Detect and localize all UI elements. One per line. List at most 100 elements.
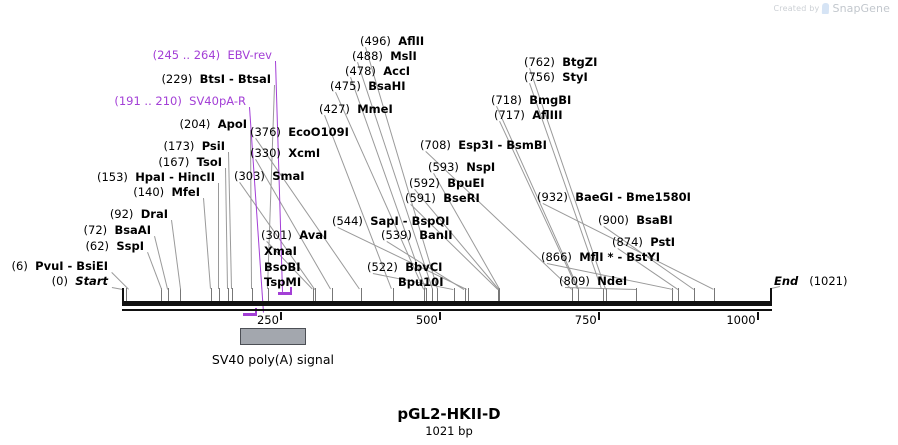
restriction-site-tick — [228, 288, 230, 301]
restriction-site-label[interactable]: (591) BseRI — [405, 192, 480, 205]
site-name: BanII — [419, 228, 453, 242]
site-position: (708) — [420, 138, 459, 152]
restriction-site-label[interactable]: (72) BsaAI — [84, 224, 151, 237]
ruler-tick-label: 1000 — [726, 313, 756, 327]
restriction-site-label[interactable]: (539) BanII — [381, 229, 453, 242]
restriction-site-label[interactable]: TspMI — [264, 276, 301, 289]
restriction-site-tick — [677, 288, 679, 301]
restriction-site-tick — [453, 288, 455, 301]
site-position: (229) — [161, 72, 200, 86]
ruler-tick-label: 250 — [256, 313, 279, 327]
restriction-site-label[interactable]: (0) Start — [52, 275, 108, 288]
backbone-end-cap — [770, 288, 772, 302]
site-name: XcmI — [288, 146, 321, 160]
site-position: (204) — [179, 117, 218, 131]
site-position: (140) — [133, 185, 172, 199]
site-position: (522) — [367, 260, 406, 274]
restriction-site-label[interactable]: (544) SapI - BspQI — [332, 215, 449, 228]
restriction-site-tick — [464, 288, 466, 301]
restriction-site-label[interactable]: (496) AflII — [360, 35, 424, 48]
restriction-site-tick — [219, 288, 221, 301]
restriction-site-label[interactable]: (756) StyI — [524, 71, 588, 84]
restriction-site-tick — [672, 288, 674, 301]
site-name: DraI — [140, 207, 168, 221]
restriction-site-label[interactable]: BsoBI — [264, 261, 301, 274]
restriction-site-label[interactable]: (593) NspI — [428, 161, 495, 174]
restriction-site-label[interactable]: XmaI — [264, 245, 297, 258]
site-position: (153) — [96, 170, 136, 184]
restriction-site-label[interactable]: Bpu10I — [398, 276, 443, 289]
restriction-site-label[interactable]: (167) TsoI — [158, 156, 222, 169]
restriction-site-tick — [161, 288, 163, 301]
restriction-site-label[interactable]: (153) HpaI - HincII — [97, 171, 215, 184]
restriction-site-tick — [267, 288, 269, 301]
feature-box-sv40-polya-signal[interactable] — [239, 328, 307, 345]
site-name: MflI * - BstYI — [579, 250, 660, 264]
site-name: PvuI - BsiEI — [35, 259, 108, 273]
restriction-site-label[interactable]: (173) PsiI — [163, 140, 225, 153]
feature-label-sv40-polya-signal: SV40 poly(A) signal — [211, 352, 334, 367]
site-name: TspMI — [264, 275, 302, 289]
site-position: (496) — [360, 34, 399, 48]
site-name: End — [774, 274, 799, 288]
restriction-site-label[interactable]: (191 .. 210) SV40pA-R — [114, 95, 246, 108]
plasmid-backbone — [122, 301, 772, 306]
restriction-site-label[interactable]: (809) NdeI — [559, 275, 627, 288]
restriction-site-label[interactable]: (204) ApoI — [179, 118, 247, 131]
restriction-site-label[interactable]: (900) BsaBI — [598, 214, 673, 227]
restriction-site-label[interactable]: (229) BtsI - BtsaI — [161, 73, 271, 86]
site-name: MfeI — [171, 185, 200, 199]
restriction-site-label[interactable]: (6) PvuI - BsiEI — [12, 260, 108, 273]
restriction-site-tick — [210, 288, 212, 301]
restriction-site-tick — [694, 288, 696, 301]
site-name: AflIII — [532, 108, 563, 122]
restriction-site-tick — [606, 288, 608, 301]
site-position: (866) — [541, 250, 580, 264]
restriction-site-label[interactable]: (718) BmgBI — [491, 94, 571, 107]
plasmid-title: pGL2-HKII-D — [397, 405, 501, 423]
restriction-site-label[interactable]: (762) BtgZI — [524, 56, 597, 69]
restriction-site-label[interactable]: (62) SspI — [85, 240, 144, 253]
site-position: (539) — [381, 228, 420, 242]
restriction-site-label[interactable]: (522) BbvCI — [367, 261, 442, 274]
restriction-site-label[interactable]: (427) MmeI — [319, 103, 393, 116]
restriction-site-label[interactable]: (92) DraI — [110, 208, 168, 221]
site-name: MmeI — [357, 102, 393, 116]
restriction-site-tick — [167, 288, 169, 301]
site-name: EBV-rev — [227, 48, 272, 62]
watermark-brand: SnapGene — [832, 2, 890, 15]
restriction-site-label[interactable]: (708) Esp3I - BsmBI — [420, 139, 547, 152]
ruler-tick-label: 500 — [415, 313, 438, 327]
ruler-tick — [279, 312, 282, 320]
restriction-site-label[interactable]: (932) BaeGI - Bme1580I — [537, 191, 691, 204]
restriction-site-label[interactable]: (303) SmaI — [234, 170, 305, 183]
plasmid-length: 1021 bp — [425, 424, 473, 438]
restriction-site-label[interactable]: (717) AflIII — [494, 109, 563, 122]
restriction-site-tick — [498, 288, 500, 301]
restriction-site-label[interactable]: (376) EcoO109I — [250, 126, 349, 139]
restriction-site-label[interactable]: (330) XcmI — [250, 147, 320, 160]
site-name: SapI - BspQI — [370, 214, 450, 228]
ruler-tick — [438, 312, 441, 320]
site-name: ApoI — [217, 117, 247, 131]
restriction-site-tick — [393, 288, 395, 301]
site-position: (376) — [250, 125, 289, 139]
site-name: EcoO109I — [288, 125, 349, 139]
restriction-site-label[interactable]: (140) MfeI — [133, 186, 200, 199]
restriction-site-label[interactable]: (478) AccI — [345, 65, 410, 78]
restriction-site-label[interactable]: (301) AvaI — [261, 229, 327, 242]
restriction-site-label[interactable]: (475) BsaHI — [330, 80, 406, 93]
site-position: (303) — [234, 169, 273, 183]
restriction-site-label[interactable]: (488) MslI — [352, 50, 417, 63]
site-position: (1021) — [798, 274, 848, 288]
restriction-site-label[interactable]: (592) BpuEI — [409, 177, 485, 190]
restriction-site-label[interactable]: (874) PstI — [612, 236, 675, 249]
site-position: (717) — [494, 108, 533, 122]
restriction-site-tick — [425, 288, 427, 301]
site-leader-line — [225, 168, 228, 290]
restriction-site-label[interactable]: End (1021) — [774, 275, 848, 288]
restriction-site-label[interactable]: (866) MflI * - BstYI — [541, 251, 660, 264]
site-name: Start — [75, 274, 108, 288]
ruler-tick — [597, 312, 600, 320]
restriction-site-label[interactable]: (245 .. 264) EBV-rev — [153, 49, 272, 62]
